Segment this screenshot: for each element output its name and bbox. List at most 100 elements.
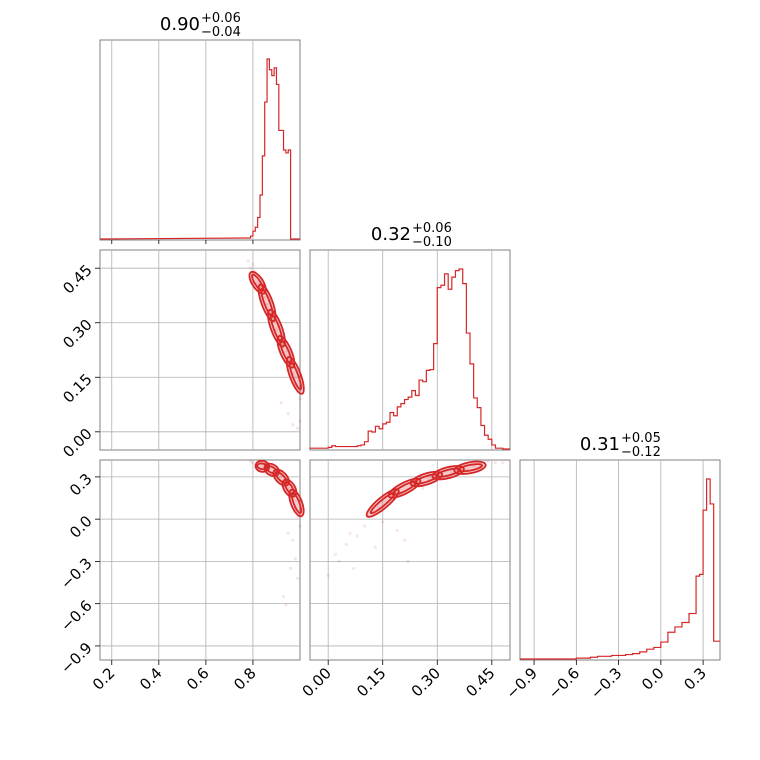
- histogram-step: [520, 478, 720, 660]
- scatter-point: [251, 461, 255, 465]
- grid-lines: [327, 250, 493, 450]
- y-tick-label: 0.15: [59, 370, 95, 406]
- scatter-point: [246, 259, 250, 263]
- scatter-point: [279, 401, 283, 405]
- scatter-point: [291, 538, 295, 542]
- histogram-step: [99, 58, 300, 240]
- y-tick-label: 0.45: [59, 261, 95, 297]
- panel-frame: [99, 459, 301, 661]
- contour-fill: [258, 284, 276, 322]
- scatter-point: [402, 538, 407, 542]
- contour-fill: [277, 335, 295, 368]
- scatter-point: [406, 559, 410, 564]
- scatter-point: [284, 603, 288, 607]
- panel-title-minus: −0.10: [412, 235, 452, 250]
- x-tick-label: −0.3: [587, 664, 625, 702]
- x-tick-label: 0.30: [408, 664, 444, 700]
- y-tick-label: −0.6: [57, 597, 95, 635]
- x-tick-label: 0.3: [680, 664, 710, 694]
- panel-title-minus: −0.04: [201, 25, 241, 40]
- panel-x2-vs-x0: [99, 459, 305, 661]
- grid-lines: [310, 460, 510, 660]
- scatter-point: [298, 524, 302, 528]
- x-tick-label: 0.8: [230, 664, 260, 694]
- scatter-point: [333, 552, 338, 556]
- contour-line: [260, 287, 274, 318]
- contour-fill: [366, 489, 399, 517]
- x-tick-label: 0.45: [462, 664, 498, 700]
- contour-line: [274, 470, 288, 485]
- scatter-point: [337, 559, 341, 564]
- panel-x1-vs-x0: [99, 249, 305, 451]
- contour-line: [365, 488, 400, 518]
- x-tick-label: 0.4: [136, 664, 166, 694]
- x-tick-label: −0.6: [545, 664, 583, 702]
- contour-line: [272, 468, 290, 487]
- contour-fill: [267, 309, 285, 347]
- scatter-point: [256, 281, 260, 285]
- y-tick-label: 0.3: [66, 470, 96, 500]
- contour-line: [435, 467, 462, 478]
- scatter-point: [263, 295, 267, 299]
- density-contours: [365, 460, 487, 518]
- contour-line: [267, 308, 286, 348]
- panel-frame: [99, 249, 301, 451]
- scatter-point: [501, 461, 505, 465]
- scatter-point: [395, 528, 399, 533]
- contour-line: [288, 488, 305, 518]
- scatter-point: [326, 573, 330, 578]
- contour-line: [409, 470, 444, 488]
- scatter-point: [373, 545, 378, 549]
- panel-frame: [519, 459, 721, 661]
- scatter-point: [486, 459, 490, 464]
- grid-lines: [100, 250, 300, 450]
- grid-lines: [111, 40, 254, 240]
- contour-line: [413, 473, 440, 485]
- histogram-step: [309, 268, 510, 450]
- contour-line: [457, 463, 483, 473]
- scatter-point: [348, 531, 352, 535]
- panel-title-value: 0.31: [580, 434, 620, 455]
- panel-title-value: 0.32: [371, 224, 411, 245]
- density-contours: [248, 270, 305, 395]
- scatter-point: [362, 524, 367, 528]
- scatter-point: [251, 262, 255, 267]
- x-tick-label: 0.6: [183, 664, 213, 694]
- y-tick-label: 0.30: [59, 316, 95, 352]
- contour-line: [288, 360, 302, 391]
- scatter-point: [493, 461, 498, 465]
- panel-title-plus: +0.06: [201, 11, 241, 26]
- scatter-point: [248, 266, 253, 270]
- contour-fill: [410, 471, 443, 487]
- contour-line: [387, 477, 422, 499]
- contour-line: [453, 460, 487, 475]
- x-tick-label: 0.0: [638, 664, 668, 694]
- contour-line: [251, 273, 265, 292]
- scatter-point: [298, 397, 302, 401]
- contour-line: [256, 462, 269, 471]
- scatter-point: [381, 520, 385, 524]
- contour-line: [265, 465, 279, 475]
- scatter-point: [281, 595, 286, 599]
- panel-x2-vs-x1: [309, 459, 511, 661]
- panel-title-minus: −0.12: [621, 445, 661, 460]
- panel-title-value: 0.90: [160, 14, 200, 35]
- x-tick-label: 0.00: [299, 664, 335, 700]
- x-tick-label: 0.15: [353, 664, 389, 700]
- contour-line: [391, 480, 418, 496]
- scatter-point: [344, 542, 348, 547]
- scatter-point: [284, 350, 288, 354]
- scatter-point: [355, 534, 359, 538]
- scatter-point: [288, 566, 293, 571]
- contour-line: [431, 465, 465, 481]
- contour-line: [369, 491, 396, 515]
- contour-line: [254, 459, 271, 473]
- density-contours: [254, 459, 305, 518]
- contour-line: [269, 313, 284, 344]
- contour-line: [281, 478, 298, 498]
- contour-line: [276, 335, 296, 369]
- scatter-point: [296, 426, 300, 430]
- x-tick-label: 0.2: [89, 664, 119, 694]
- scatter-point: [421, 486, 425, 490]
